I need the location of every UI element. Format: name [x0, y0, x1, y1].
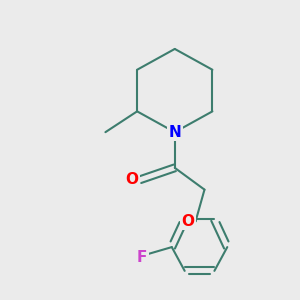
Text: F: F	[137, 250, 147, 266]
Text: O: O	[126, 172, 139, 187]
Text: O: O	[181, 214, 194, 229]
Text: N: N	[168, 125, 181, 140]
